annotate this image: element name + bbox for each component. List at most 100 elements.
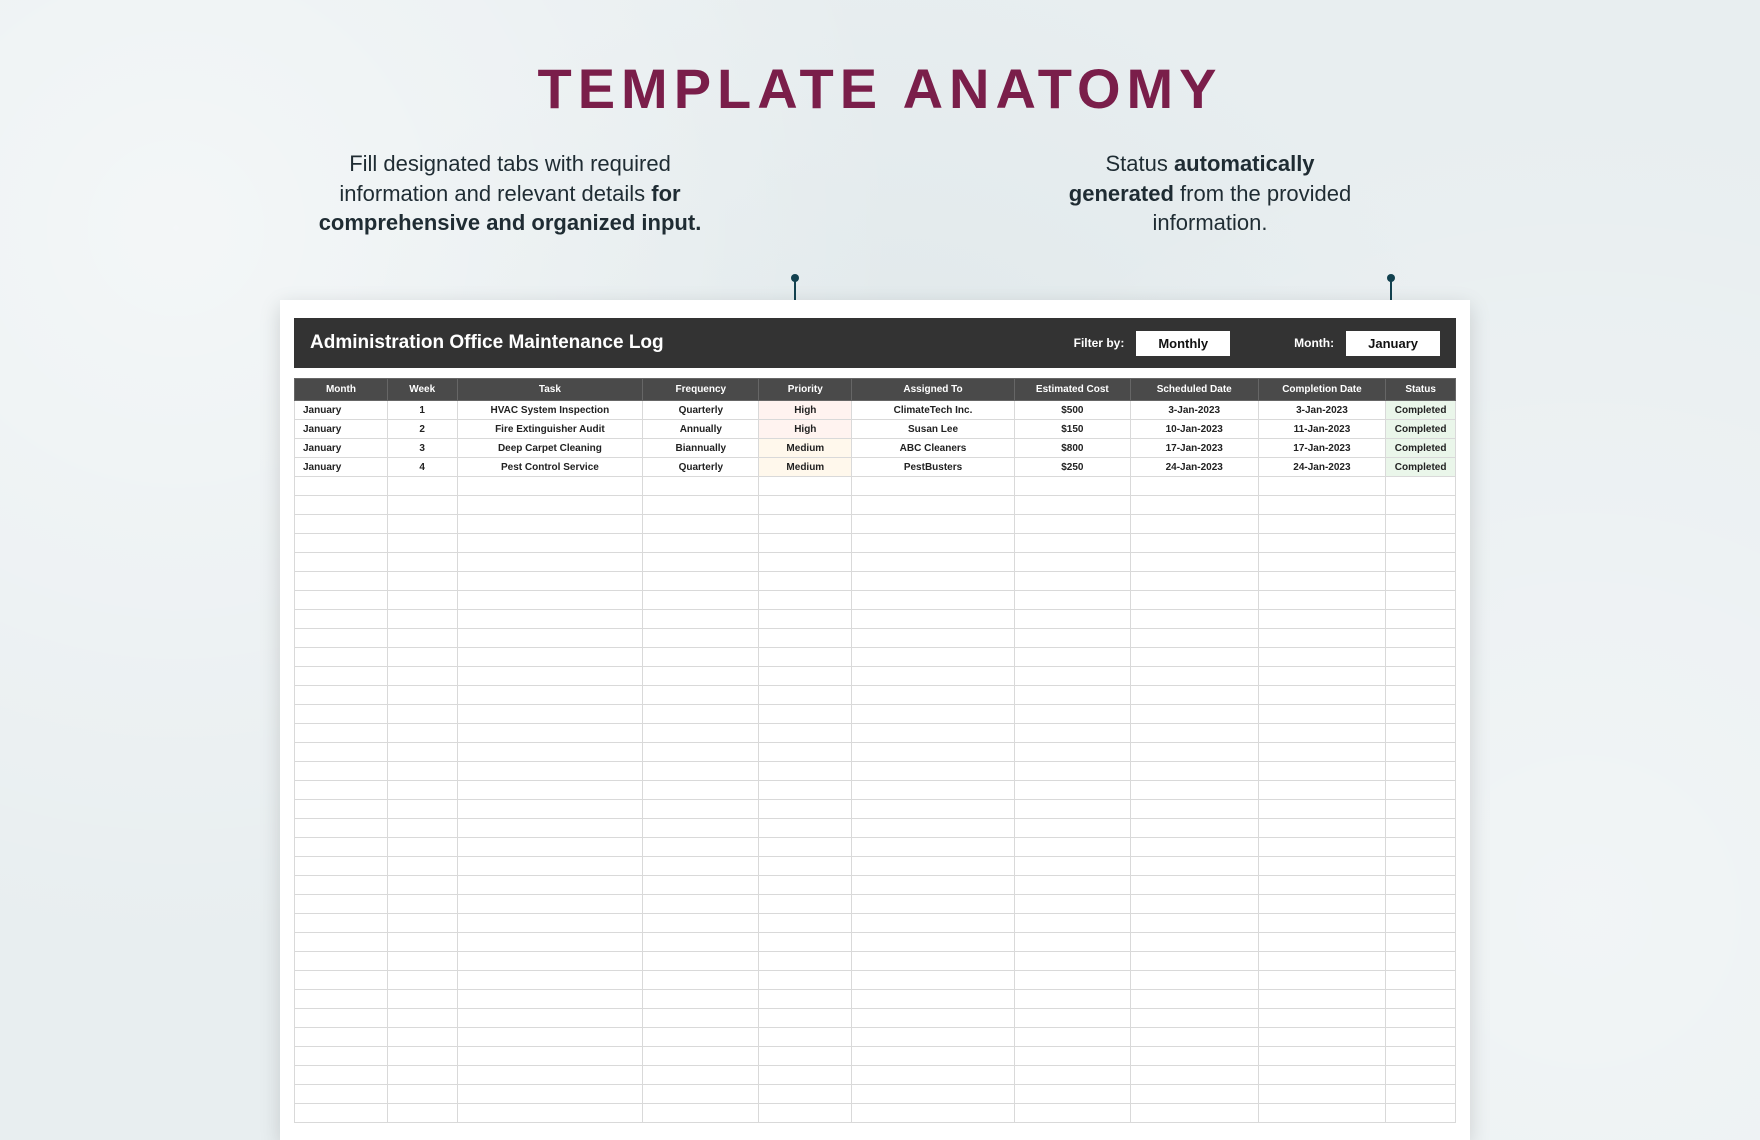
table-cell <box>1014 800 1130 819</box>
table-cell <box>643 762 759 781</box>
table-cell <box>457 990 643 1009</box>
table-cell <box>295 667 388 686</box>
table-cell <box>1130 1066 1258 1085</box>
table-cell <box>457 819 643 838</box>
table-cell <box>852 477 1015 496</box>
table-row <box>295 819 1456 838</box>
table-cell: 24-Jan-2023 <box>1258 458 1386 477</box>
table-cell: Fire Extinguisher Audit <box>457 420 643 439</box>
table-cell <box>457 895 643 914</box>
table-cell <box>1130 572 1258 591</box>
table-cell <box>387 686 457 705</box>
table-cell <box>852 534 1015 553</box>
table-cell <box>295 838 388 857</box>
table-cell: High <box>759 401 852 420</box>
table-cell <box>457 572 643 591</box>
filter-by-value[interactable]: Monthly <box>1136 331 1230 356</box>
table-cell: Pest Control Service <box>457 458 643 477</box>
table-cell <box>1258 990 1386 1009</box>
table-cell <box>852 610 1015 629</box>
table-cell <box>457 724 643 743</box>
table-cell <box>1014 629 1130 648</box>
table-cell <box>1386 1028 1456 1047</box>
table-cell <box>1014 667 1130 686</box>
table-cell: 3-Jan-2023 <box>1258 401 1386 420</box>
month-value[interactable]: January <box>1346 331 1440 356</box>
spreadsheet-card: Administration Office Maintenance Log Fi… <box>280 300 1470 1140</box>
table-cell <box>295 800 388 819</box>
table-row <box>295 1028 1456 1047</box>
table-cell <box>457 1028 643 1047</box>
table-cell <box>387 971 457 990</box>
table-cell <box>1014 648 1130 667</box>
table-cell <box>1258 629 1386 648</box>
table-cell: HVAC System Inspection <box>457 401 643 420</box>
table-cell <box>759 648 852 667</box>
table-cell <box>1014 895 1130 914</box>
table-cell <box>1258 724 1386 743</box>
table-header-cell: Month <box>295 379 388 401</box>
table-cell <box>1386 705 1456 724</box>
table-cell <box>1130 629 1258 648</box>
table-cell <box>387 819 457 838</box>
table-row <box>295 686 1456 705</box>
table-header-cell: Assigned To <box>852 379 1015 401</box>
table-cell: 11-Jan-2023 <box>1258 420 1386 439</box>
table-cell <box>1130 686 1258 705</box>
table-cell <box>643 914 759 933</box>
callout-left-line1: Fill designated tabs with required <box>349 151 671 176</box>
table-cell <box>295 971 388 990</box>
table-cell: January <box>295 439 388 458</box>
table-cell: 3 <box>387 439 457 458</box>
table-cell <box>643 857 759 876</box>
table-cell <box>387 629 457 648</box>
table-cell <box>759 686 852 705</box>
table-cell <box>1258 591 1386 610</box>
table-cell <box>1386 762 1456 781</box>
filter-by-label: Filter by: <box>1074 336 1125 350</box>
table-cell <box>1130 534 1258 553</box>
table-cell <box>387 1085 457 1104</box>
table-cell <box>1258 515 1386 534</box>
table-cell <box>1014 971 1130 990</box>
table-cell <box>759 933 852 952</box>
table-row: January2Fire Extinguisher AuditAnnuallyH… <box>295 420 1456 439</box>
table-cell <box>387 591 457 610</box>
table-cell <box>1258 534 1386 553</box>
table-cell <box>457 477 643 496</box>
table-cell <box>643 1047 759 1066</box>
table-cell <box>295 1009 388 1028</box>
table-cell <box>1258 914 1386 933</box>
table-cell: Medium <box>759 439 852 458</box>
table-row <box>295 1047 1456 1066</box>
table-cell <box>295 762 388 781</box>
table-cell <box>1130 496 1258 515</box>
sheet-title-bar: Administration Office Maintenance Log Fi… <box>294 318 1456 368</box>
table-header-cell: Completion Date <box>1258 379 1386 401</box>
table-cell <box>1258 667 1386 686</box>
table-header-cell: Frequency <box>643 379 759 401</box>
table-cell <box>1258 971 1386 990</box>
table-cell <box>1386 781 1456 800</box>
table-cell: 2 <box>387 420 457 439</box>
table-cell: Deep Carpet Cleaning <box>457 439 643 458</box>
table-cell <box>457 876 643 895</box>
table-cell <box>1258 1085 1386 1104</box>
table-cell <box>1386 667 1456 686</box>
table-cell <box>643 477 759 496</box>
table-row <box>295 477 1456 496</box>
table-row <box>295 933 1456 952</box>
table-cell <box>1014 686 1130 705</box>
table-cell <box>295 705 388 724</box>
table-cell <box>457 971 643 990</box>
table-cell <box>387 534 457 553</box>
table-row <box>295 914 1456 933</box>
table-row <box>295 534 1456 553</box>
table-row <box>295 591 1456 610</box>
table-row: January1HVAC System InspectionQuarterlyH… <box>295 401 1456 420</box>
table-cell <box>1130 857 1258 876</box>
table-row <box>295 800 1456 819</box>
table-cell <box>643 534 759 553</box>
table-row <box>295 895 1456 914</box>
table-cell <box>295 933 388 952</box>
